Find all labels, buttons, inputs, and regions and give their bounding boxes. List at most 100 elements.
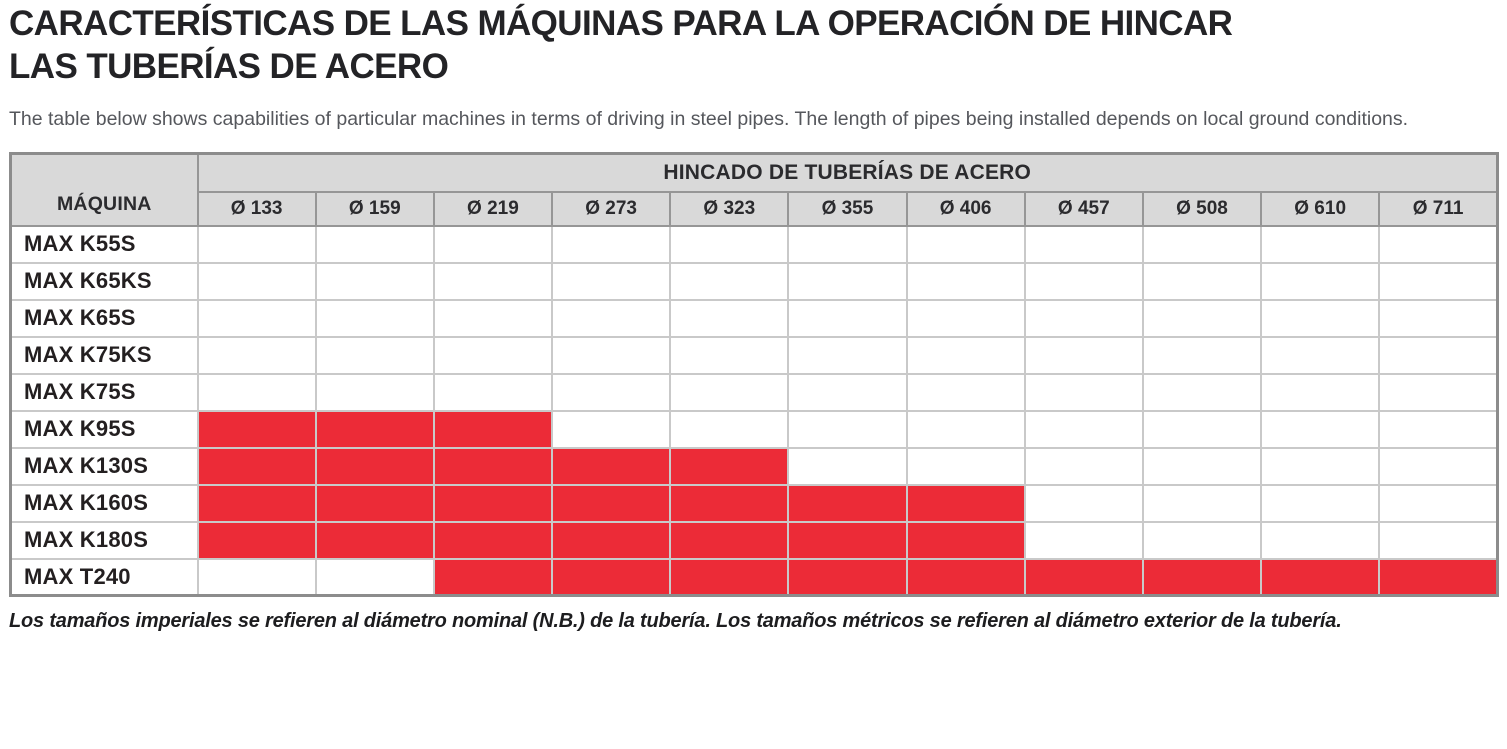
capability-cell-empty: [1141, 298, 1263, 338]
capability-cell-empty: [551, 298, 672, 338]
capability-cell-empty: [551, 372, 672, 412]
diameter-header-row: Ø 133 Ø 159 Ø 219 Ø 273 Ø 323 Ø 355 Ø 406 Ø 457…: [11, 190, 1499, 227]
capability-cell-empty: [669, 298, 790, 338]
capability-cell-empty: [1141, 483, 1263, 523]
diameter-header: Ø 273: [551, 190, 672, 227]
capability-cell-empty: [1260, 483, 1381, 523]
diameter-header: Ø 457: [1023, 190, 1144, 227]
capability-cell-empty: [1260, 446, 1381, 486]
machine-name-cell: MAX K95S: [9, 409, 199, 449]
table-row: MAX K55S: [9, 224, 1499, 264]
machine-name-cell: MAX K65KS: [9, 261, 199, 301]
diameter-header: Ø 219: [432, 190, 554, 227]
machine-name-cell: MAX T240: [9, 557, 199, 597]
capability-cell-empty: [669, 409, 790, 449]
intro-text: The table below shows capabilities of pa…: [9, 108, 1409, 130]
capability-cell-empty: [1023, 298, 1144, 338]
machine-name-cell: MAX K75KS: [9, 335, 199, 375]
capability-cell-filled: [196, 409, 317, 449]
capability-cell-empty: [905, 409, 1026, 449]
capability-cell-filled: [905, 483, 1026, 523]
machine-name-cell: MAX K160S: [9, 483, 199, 523]
capability-table: MÁQUINA HINCADO DE TUBERÍAS DE ACERO Ø 1…: [9, 152, 1499, 597]
capability-cell-empty: [432, 298, 554, 338]
capability-cell-empty: [314, 372, 435, 412]
footnote: Los tamaños imperiales se refieren al di…: [9, 610, 1342, 632]
capability-cell-empty: [1023, 261, 1144, 301]
diameter-header: Ø 711: [1378, 190, 1499, 227]
capability-cell-empty: [1023, 409, 1144, 449]
capability-cell-filled: [905, 557, 1026, 597]
capability-cell-empty: [1260, 261, 1381, 301]
capability-cell-filled: [669, 520, 790, 560]
capability-cell-empty: [1378, 446, 1499, 486]
capability-cell-filled: [314, 409, 435, 449]
capability-cell-empty: [1260, 372, 1381, 412]
capability-cell-empty: [905, 446, 1026, 486]
capability-cell-empty: [196, 335, 317, 375]
capability-cell-empty: [1378, 335, 1499, 375]
capability-cell-filled: [787, 557, 908, 597]
capability-cell-empty: [1378, 372, 1499, 412]
capability-cell-empty: [1260, 520, 1381, 560]
table-row: MAX K75KS: [9, 335, 1499, 375]
capability-cell-empty: [1141, 224, 1263, 264]
capability-cell-empty: [1141, 372, 1263, 412]
capability-cell-empty: [432, 372, 554, 412]
capability-cell-empty: [787, 409, 908, 449]
capability-cell-filled: [196, 446, 317, 486]
capability-cell-empty: [1260, 409, 1381, 449]
capability-cell-filled: [787, 483, 908, 523]
capability-cell-empty: [905, 335, 1026, 375]
capability-cell-filled: [669, 446, 790, 486]
capability-cell-empty: [1023, 224, 1144, 264]
capability-cell-empty: [1023, 446, 1144, 486]
capability-cell-filled: [432, 520, 554, 560]
capability-cell-empty: [1378, 261, 1499, 301]
capability-cell-empty: [787, 224, 908, 264]
capability-cell-empty: [905, 372, 1026, 412]
capability-cell-empty: [787, 261, 908, 301]
capability-cell-empty: [551, 409, 672, 449]
capability-cell-empty: [551, 335, 672, 375]
page-title: CARACTERÍSTICAS DE LAS MÁQUINAS PARA LA …: [9, 2, 1498, 88]
capability-cell-filled: [314, 520, 435, 560]
capability-cell-empty: [787, 298, 908, 338]
capability-cell-filled: [1260, 557, 1381, 597]
capability-cell-empty: [1141, 520, 1263, 560]
capability-cell-filled: [669, 483, 790, 523]
capability-cell-empty: [1141, 409, 1263, 449]
diameter-header: Ø 508: [1141, 190, 1263, 227]
capability-cell-empty: [1378, 298, 1499, 338]
capability-cell-empty: [314, 224, 435, 264]
capability-cell-empty: [905, 298, 1026, 338]
capability-cell-empty: [1023, 372, 1144, 412]
table-row: MAX K130S: [9, 446, 1499, 486]
capability-cell-filled: [432, 483, 554, 523]
table-row: MAX K180S: [9, 520, 1499, 560]
diameter-header: Ø 323: [669, 190, 790, 227]
machine-name-cell: MAX K75S: [9, 372, 199, 412]
capability-cell-empty: [787, 446, 908, 486]
capability-cell-empty: [1023, 483, 1144, 523]
capability-cell-empty: [196, 372, 317, 412]
table-header: MÁQUINA HINCADO DE TUBERÍAS DE ACERO Ø 1…: [9, 152, 1499, 227]
capability-cell-filled: [432, 446, 554, 486]
capability-cell-empty: [787, 372, 908, 412]
table-row: MAX K65KS: [9, 261, 1499, 301]
capability-cell-filled: [1378, 557, 1499, 597]
diameter-header: Ø 406: [905, 190, 1026, 227]
capability-cell-filled: [432, 557, 554, 597]
capability-cell-filled: [196, 483, 317, 523]
capability-cell-filled: [669, 557, 790, 597]
table-row: MAX K160S: [9, 483, 1499, 523]
capability-cell-empty: [314, 261, 435, 301]
capability-cell-empty: [196, 261, 317, 301]
capability-cell-empty: [551, 261, 672, 301]
capability-cell-filled: [787, 520, 908, 560]
capability-cell-filled: [314, 446, 435, 486]
capability-cell-filled: [551, 446, 672, 486]
table-body: MAX K55S MAX K65KS MAX K65S MAX K75KS MAX K7…: [9, 224, 1499, 597]
capability-cell-filled: [1141, 557, 1263, 597]
